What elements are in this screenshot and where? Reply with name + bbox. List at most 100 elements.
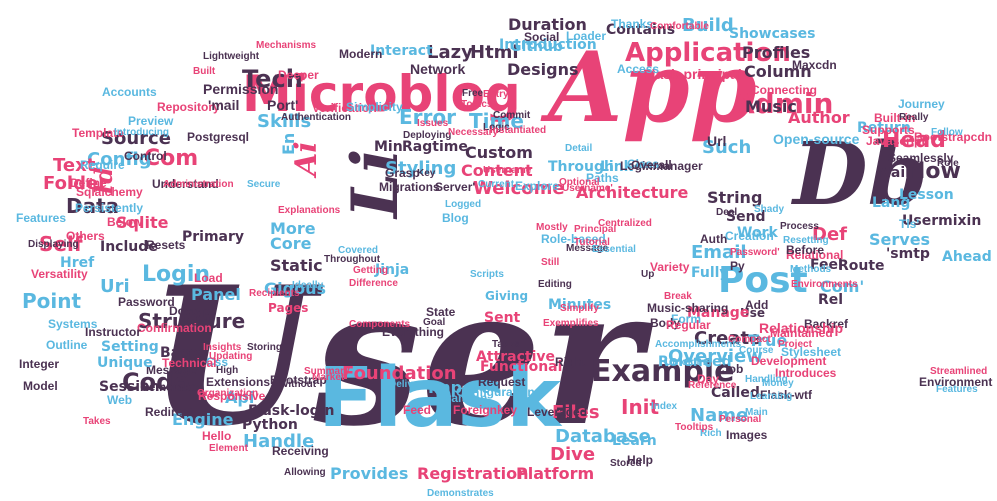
word-291: Username' <box>562 183 613 194</box>
word-10: Tech <box>242 65 303 93</box>
word-298: Reference <box>688 380 737 391</box>
word-211: State <box>426 305 456 319</box>
word-11: Application <box>625 38 791 68</box>
word-177: Seamlessly <box>888 151 954 165</box>
word-223: Persistently <box>75 201 144 215</box>
word-294: Essential <box>592 244 636 255</box>
word-187: Social <box>524 30 560 44</box>
word-162: Receiving <box>272 444 329 458</box>
word-61: Sent <box>484 310 521 326</box>
word-152: Extensions <box>206 375 271 389</box>
word-134: Relationship <box>759 320 844 336</box>
word-147: Password <box>118 295 175 309</box>
word-43: 'mail <box>208 97 240 113</box>
word-81: Rel <box>818 292 844 308</box>
word-42: Repository <box>157 100 220 114</box>
word-129: Class <box>627 157 660 171</box>
word-73: Send <box>726 209 766 225</box>
word-237: Regular <box>666 318 711 332</box>
word-215: Takes <box>83 416 111 427</box>
word-165: Help <box>627 453 654 467</box>
word-113: Showcases <box>729 26 816 42</box>
word-52: Href <box>60 255 95 271</box>
word-51: Include <box>100 239 158 255</box>
word-54: Panel <box>191 285 241 304</box>
word-65: Custom <box>465 143 533 162</box>
word-214: Model <box>23 379 58 393</box>
word-16: Head <box>882 128 946 153</box>
word-21: Database <box>555 426 651 447</box>
word-0: User <box>148 245 642 468</box>
word-179: Role <box>937 158 959 169</box>
word-188: Loader <box>566 29 607 43</box>
word-119: Open-source <box>773 131 860 147</box>
word-57: Core <box>270 234 312 253</box>
word-80: Com' <box>820 277 865 296</box>
word-190: Topics <box>461 99 493 110</box>
word-158: Foreignkey <box>453 403 518 417</box>
word-23: Init <box>621 395 660 419</box>
word-305: Features <box>936 384 978 395</box>
word-185: Thanks <box>611 17 654 31</box>
word-290: Optional <box>559 177 600 188</box>
word-169: Development <box>751 354 827 368</box>
word-210: Everything <box>382 325 445 339</box>
word-286: Administration <box>163 179 234 190</box>
word-133: Backref <box>804 317 849 331</box>
word-293: Tutorial <box>574 237 610 248</box>
word-201: Blog <box>442 211 469 225</box>
word-184: Follow <box>931 127 963 138</box>
word-303: Environments <box>791 279 858 290</box>
word-34: Lazy <box>427 42 473 63</box>
word-58: More <box>270 219 316 238</box>
word-72: String <box>707 188 763 207</box>
word-227: Postgresql <box>187 130 250 144</box>
word-2: App <box>548 31 757 144</box>
word-292: Mostly <box>536 222 568 233</box>
word-136: Form <box>671 312 701 326</box>
word-242: Creation <box>725 229 774 243</box>
word-30: Self <box>39 232 83 256</box>
word-70: Link <box>600 159 633 175</box>
word-277: Tooltips <box>675 422 714 433</box>
word-20: Structure <box>138 309 246 333</box>
word-26: Com <box>144 146 199 171</box>
word-181: Built-in <box>874 111 916 125</box>
word-246: Deal <box>716 207 738 218</box>
word-203: Scripts <box>470 269 504 280</box>
word-8: Post <box>718 260 808 301</box>
word-282: Ideally <box>292 280 324 291</box>
word-92: Engine <box>172 410 234 429</box>
word-33: Html <box>470 42 519 63</box>
word-195: Explore <box>515 179 560 193</box>
word-82: Use <box>740 306 766 320</box>
word-60: Jinja <box>375 262 410 278</box>
word-251: Day <box>697 372 720 386</box>
word-256: Necessary <box>448 127 499 138</box>
word-132: Introduces <box>775 366 837 380</box>
word-240: Variety <box>650 260 690 274</box>
word-106: Confirmation <box>137 321 212 335</box>
word-156: Brandon <box>438 391 488 405</box>
word-68: Ragtime <box>402 139 468 155</box>
word-222: Versatility <box>31 267 88 281</box>
word-125: Ahead <box>942 249 992 265</box>
word-289: Instantiated <box>490 125 547 136</box>
word-219: Without <box>279 379 317 390</box>
word-206: Tasks <box>492 339 520 350</box>
word-178: Supports <box>862 123 915 137</box>
word-121: Mail <box>877 165 910 181</box>
word-207: Right <box>555 355 586 369</box>
word-218: High <box>216 365 239 376</box>
word-40: Music <box>745 97 797 116</box>
word-278: Element <box>209 443 248 454</box>
word-208: Request <box>478 375 526 389</box>
word-175: Lesson <box>899 187 954 203</box>
word-255: Deploying <box>403 130 452 141</box>
word-48: Text <box>53 155 96 176</box>
word-236: Body <box>650 316 680 330</box>
word-166: Stored <box>610 458 642 469</box>
word-24: Name <box>690 405 749 426</box>
word-209: Delivery <box>389 379 428 390</box>
word-53: Primary <box>182 229 245 245</box>
